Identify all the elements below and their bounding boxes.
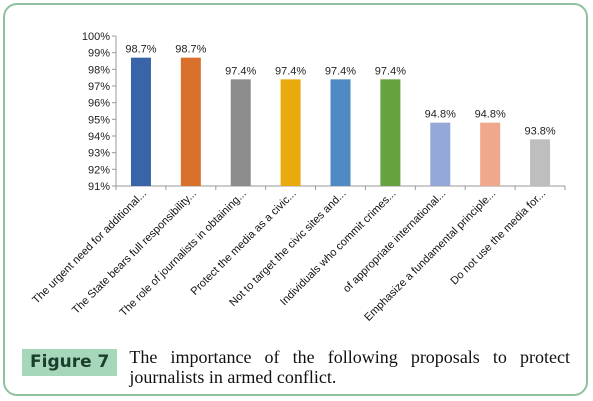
data-label: 94.8% (425, 109, 456, 121)
bar (180, 57, 201, 186)
data-label: 93.8% (524, 125, 555, 137)
data-label: 97.4% (275, 65, 306, 77)
figure-caption-row: Figure 7 The importance of the following… (22, 347, 570, 387)
category-label: of appropriate international... (341, 188, 449, 296)
category-label: Do not use the media for... (448, 188, 548, 288)
bars (130, 57, 551, 186)
data-labels: 98.7% 98.7% 97.4% 97.4% 97.4% 97.4% 94.8% 94.8%… (125, 44, 556, 138)
y-tick-label: 94% (88, 131, 110, 143)
y-tick-label: 98% (88, 64, 110, 76)
bar (530, 139, 551, 186)
figure-caption: The importance of the following proposal… (129, 347, 570, 387)
bar (330, 79, 351, 186)
y-tick-labels: 91% 92% 93% 94% 95% 96% 97% 98% 99% 100% (82, 31, 110, 193)
y-tick-label: 93% (88, 148, 110, 160)
figure-frame (3, 3, 588, 396)
bar (230, 79, 251, 186)
data-label: 98.7% (125, 44, 156, 56)
y-tick-label: 100% (82, 31, 110, 43)
bar (130, 57, 151, 186)
data-label: 98.7% (175, 44, 206, 56)
y-tick-label: 99% (88, 48, 110, 60)
data-label: 94.8% (475, 109, 506, 121)
y-tick-label: 95% (88, 114, 110, 126)
category-label: Protect the media as a civic... (189, 188, 299, 298)
bar (280, 79, 301, 186)
y-tick-label: 97% (88, 81, 110, 93)
y-tick-label: 92% (88, 164, 110, 176)
bar (430, 122, 451, 186)
data-label: 97.4% (375, 65, 406, 77)
bar-chart: 91%92%93%94%95%96%97%98%99%100% 98.7% 98.… (30, 31, 566, 324)
y-tick-label: 91% (88, 181, 110, 193)
data-label: 97.4% (325, 65, 356, 77)
category-labels: The urgent need for additional...The Sta… (30, 188, 548, 324)
y-tick-label: 96% (88, 98, 110, 110)
data-label: 97.4% (225, 65, 256, 77)
bar (480, 122, 501, 186)
figure-badge: Figure 7 (22, 349, 118, 376)
bar (380, 79, 401, 186)
